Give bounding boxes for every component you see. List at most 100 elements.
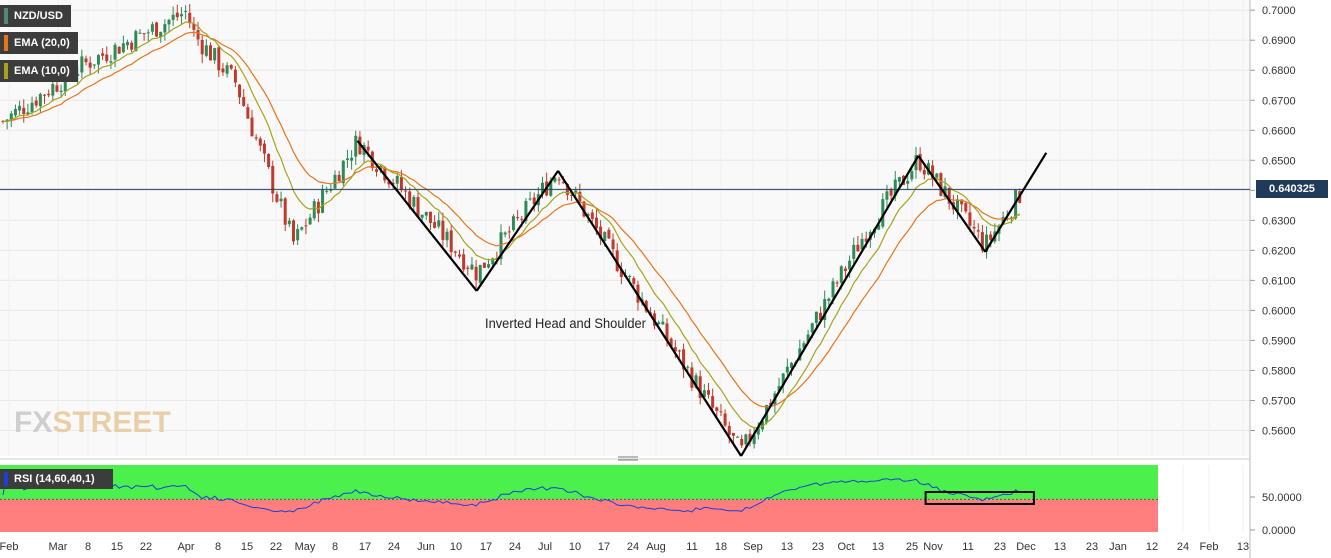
candle-body	[968, 212, 972, 226]
candle-body	[408, 191, 412, 208]
candle-body	[516, 217, 520, 219]
x-tick-label: 24	[388, 541, 400, 553]
x-tick-label: Jun	[417, 541, 435, 553]
candle-body	[885, 191, 889, 200]
candle-body	[715, 407, 719, 411]
candle-body	[292, 220, 295, 242]
y-tick-label: 0.6300	[1262, 215, 1296, 227]
candle-body	[665, 323, 669, 341]
candle-body	[287, 220, 291, 225]
candle-body	[474, 266, 478, 281]
candle-body	[802, 343, 806, 349]
candle-body	[121, 43, 125, 53]
x-tick-label: 15	[111, 541, 123, 553]
ema10-line	[2, 21, 1021, 429]
candle-body	[570, 194, 574, 196]
candle-body	[254, 137, 258, 139]
candle-body	[437, 220, 441, 227]
candle-body	[416, 197, 420, 217]
candle-body	[441, 220, 445, 240]
x-tick-label: 24	[627, 541, 639, 553]
rsi-legend[interactable]: RSI (14,60,40,1)	[0, 469, 113, 489]
x-tick-label: Sep	[743, 541, 763, 553]
candle-body	[209, 45, 212, 61]
candle-body	[395, 176, 399, 184]
rsi-y-tick-label: 0.0000	[1262, 525, 1296, 537]
candle-body	[777, 386, 781, 392]
ema10-legend[interactable]: EMA (10,0)	[0, 60, 78, 82]
candle-body	[92, 64, 96, 66]
candle-body	[242, 97, 246, 106]
candle-body	[607, 229, 611, 239]
candle-body	[561, 182, 565, 184]
x-tick-label: 11	[962, 541, 973, 553]
x-tick-label: Feb	[1200, 541, 1219, 553]
y-tick-label: 0.6700	[1262, 95, 1296, 107]
y-axis-background	[1250, 0, 1331, 558]
candle-body	[723, 413, 727, 426]
candle-body	[337, 174, 341, 182]
candle-body	[105, 54, 109, 62]
candle-body	[391, 182, 395, 185]
candle-body	[507, 231, 511, 233]
candle-body	[428, 211, 432, 223]
candle-body	[59, 90, 63, 93]
candle-body	[719, 411, 723, 413]
candle-body	[130, 42, 134, 50]
candle-body	[34, 100, 38, 106]
candle-body	[906, 180, 910, 184]
candle-body	[487, 264, 491, 268]
candle-body	[881, 199, 885, 227]
x-tick-label: May	[295, 541, 316, 553]
candle-body	[155, 22, 159, 37]
candle-body	[233, 69, 237, 83]
candle-body	[30, 102, 34, 113]
candle-body	[843, 268, 847, 271]
candle-body	[109, 61, 113, 63]
candle-body	[134, 31, 138, 52]
candle-body	[304, 225, 308, 227]
candle-body	[964, 203, 968, 212]
candle-body	[22, 107, 26, 115]
candle-body	[55, 85, 59, 92]
candle-body	[831, 281, 835, 298]
candle-body	[171, 14, 175, 20]
candle-body	[267, 153, 271, 167]
ema20-legend[interactable]: EMA (20,0)	[0, 32, 78, 54]
candle-body	[748, 433, 752, 442]
candle-body	[420, 214, 424, 218]
candle-body	[893, 179, 897, 196]
x-tick-label: Aug	[646, 541, 666, 553]
candle-body	[524, 201, 528, 222]
candle-body	[823, 299, 827, 320]
candle-body	[101, 53, 105, 56]
ema10-swatch	[4, 63, 8, 79]
candle-body	[262, 143, 266, 154]
rsi-label: RSI (14,60,40,1)	[14, 473, 95, 485]
candle-body	[316, 201, 320, 214]
x-tick-label: 23	[1086, 541, 1098, 553]
candle-body	[574, 190, 578, 194]
x-tick-label: 10	[569, 541, 581, 553]
candle-body	[229, 64, 233, 69]
candle-body	[727, 425, 731, 435]
candle-body	[503, 232, 507, 235]
y-tick-label: 0.5700	[1262, 395, 1296, 407]
candle-body	[26, 112, 30, 115]
candle-body	[985, 234, 989, 252]
candle-body	[711, 396, 715, 408]
candle-body	[848, 260, 852, 270]
x-tick-label: 22	[140, 541, 152, 553]
candle-body	[599, 226, 603, 239]
candle-body	[553, 177, 557, 182]
candle-body	[88, 62, 92, 68]
candle-body	[760, 421, 764, 430]
y-tick-label: 0.6800	[1262, 65, 1296, 77]
candle-body	[142, 33, 146, 35]
candle-body	[13, 109, 17, 116]
candle-body	[756, 428, 760, 435]
x-tick-label: 8	[85, 541, 91, 553]
symbol-legend[interactable]: NZD/USD	[0, 5, 71, 27]
symbol-swatch	[4, 8, 8, 24]
